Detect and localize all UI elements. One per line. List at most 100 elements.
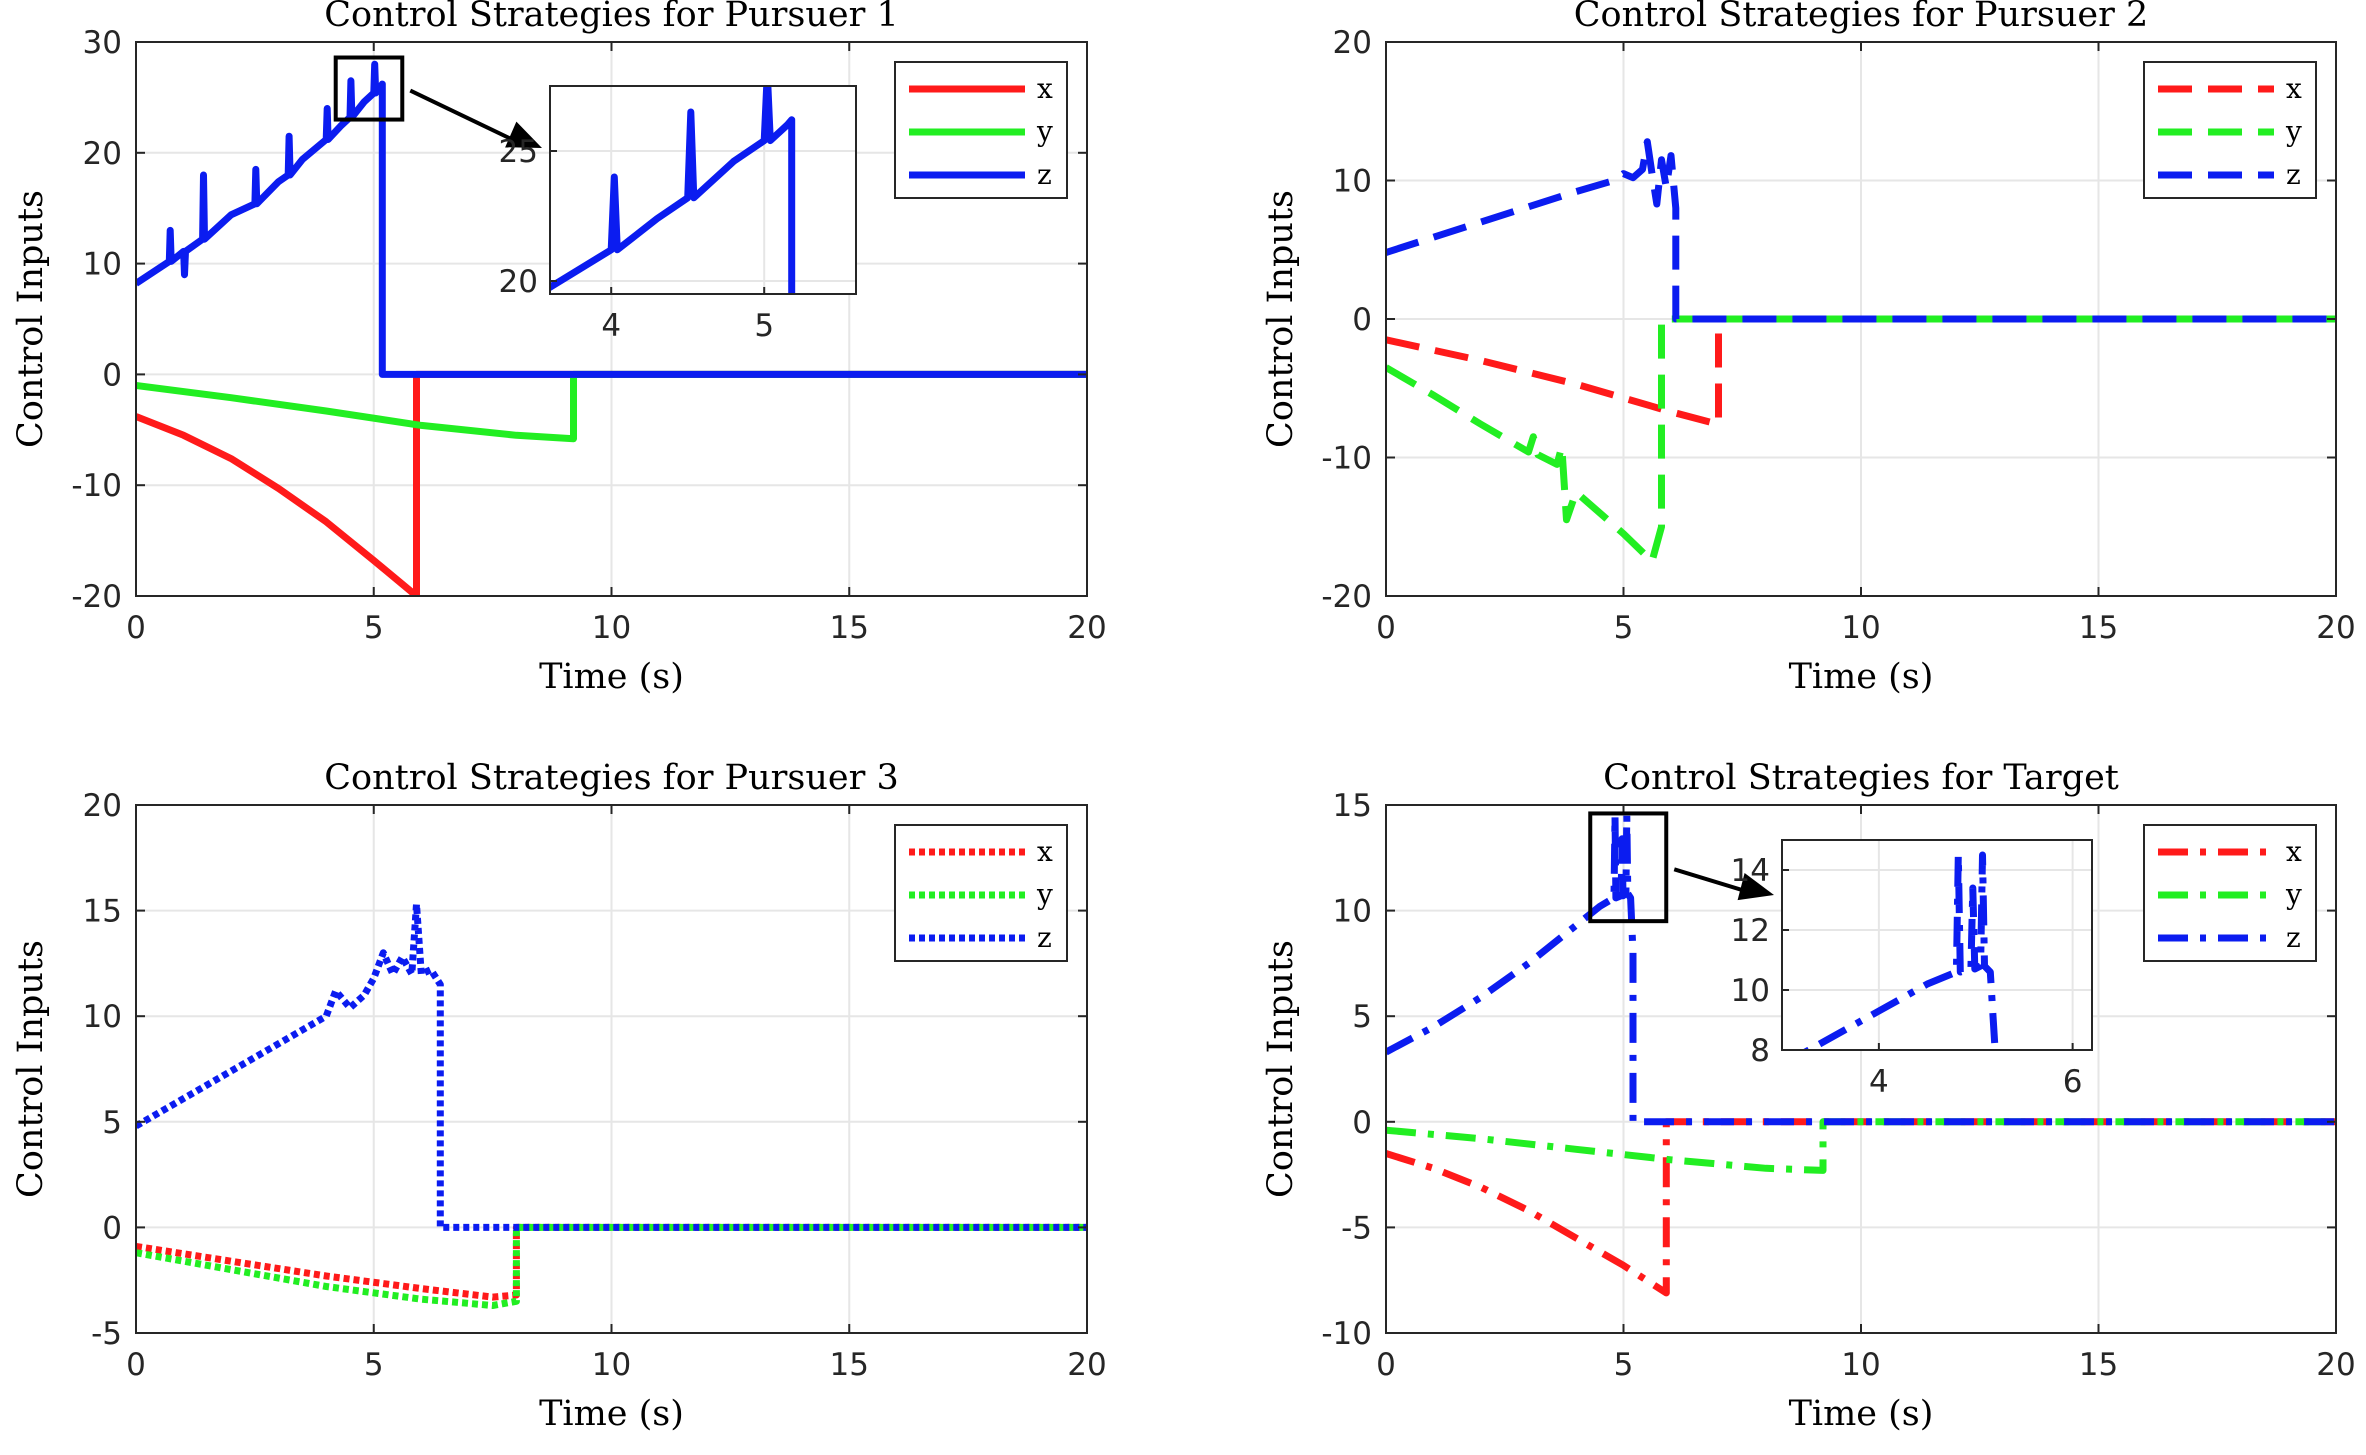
legend-label-z: z <box>2286 921 2301 954</box>
series-line-z <box>1386 812 2336 1126</box>
plot-target: 0 5 10 15 20 -10 -5 0 5 10 15 Control Strategies fo… <box>1261 758 2356 1434</box>
y-axis-label: Control Inputs <box>11 190 51 448</box>
legend-label-y: y <box>2285 115 2302 148</box>
y-tick-label: 15 <box>1333 788 1372 824</box>
y-tick-label: 20 <box>83 788 122 824</box>
zoom-arrow-line <box>409 88 519 145</box>
zoom-source-box <box>333 55 405 122</box>
y-tick-label: 30 <box>83 25 122 61</box>
x-tick-label: 20 <box>1067 610 1106 646</box>
y-tick-label: -10 <box>1321 1316 1372 1352</box>
y-axis-label: Control Inputs <box>1261 190 1301 448</box>
x-tick-label: 10 <box>1841 610 1880 646</box>
x-tick-label: 15 <box>830 1347 869 1383</box>
series-line-y <box>1386 315 2336 565</box>
y-tick-label: 10 <box>1333 164 1372 200</box>
inset-y-tick-label: 10 <box>1731 973 1770 1009</box>
x-tick-label: 0 <box>126 610 146 646</box>
legend: xyz <box>894 824 1068 962</box>
zoom-arrow-head <box>1737 873 1774 901</box>
y-tick-label: -20 <box>71 579 122 615</box>
y-tick-label: 5 <box>102 1105 122 1141</box>
x-tick-label: 15 <box>2079 1347 2118 1383</box>
legend: xyz <box>894 61 1068 199</box>
legend-label-y: y <box>2285 878 2302 911</box>
chart-title: Control Strategies for Pursuer 2 <box>1574 0 2148 35</box>
y-tick-label: 5 <box>1352 999 1372 1035</box>
inset-y-tick-label: 8 <box>1750 1033 1770 1069</box>
x-tick-label: 0 <box>126 1347 146 1383</box>
legend-label-y: y <box>1036 878 1053 911</box>
legend: xyz <box>2143 61 2317 199</box>
y-tick-label: 0 <box>1352 1105 1372 1141</box>
x-tick-label: 10 <box>1841 1347 1880 1383</box>
y-tick-label: -20 <box>1321 579 1372 615</box>
zoom-arrow-head <box>505 121 542 148</box>
y-tick-label: -10 <box>1321 441 1372 477</box>
x-axis-label: Time (s) <box>1789 657 1934 697</box>
x-axis-label: Time (s) <box>539 1394 684 1434</box>
series-line-x <box>136 370 1087 596</box>
inset-series-line-z <box>1801 851 1999 1050</box>
y-tick-label: 15 <box>83 894 122 930</box>
inset-x-tick-label: 6 <box>2063 1064 2083 1100</box>
series-line-z <box>1386 138 2336 323</box>
inset-background <box>1782 840 2092 1050</box>
y-tick-label: 20 <box>83 136 122 172</box>
x-tick-label: 15 <box>2079 610 2118 646</box>
inset-series-group <box>1801 851 1999 1050</box>
legend: xyz <box>2143 824 2317 962</box>
inset-series-line-z <box>550 86 796 294</box>
plot-pursuer-2: 0 5 10 15 20 -20 -10 0 10 20 Control Strategies fo… <box>1261 0 2356 697</box>
y-tick-label: 10 <box>1333 894 1372 930</box>
legend-label-z: z <box>2286 158 2301 191</box>
inset-y-tick-label: 25 <box>499 134 538 170</box>
series-group <box>136 60 1087 596</box>
x-tick-label: 15 <box>830 610 869 646</box>
series-group <box>1386 812 2336 1297</box>
chart-title: Control Strategies for Pursuer 3 <box>324 758 898 798</box>
legend-label-x: x <box>2286 835 2302 868</box>
x-tick-label: 5 <box>364 610 384 646</box>
series-line-x <box>136 1223 1087 1301</box>
series-line-x <box>1386 1118 2336 1297</box>
zoom-source-box <box>1588 811 1669 924</box>
y-tick-label: -5 <box>91 1316 122 1352</box>
series-line-y <box>136 1223 1087 1309</box>
y-tick-label: 10 <box>83 247 122 283</box>
plot-pursuer-1: 0 5 10 15 20 -20 -10 0 10 20 30 Control Strategies … <box>11 0 1107 697</box>
x-axis-label: Time (s) <box>539 657 684 697</box>
inset-y-tick-label: 12 <box>1731 913 1770 949</box>
y-tick-label: -10 <box>71 468 122 504</box>
series-group <box>1386 138 2336 565</box>
x-tick-label: 10 <box>592 610 631 646</box>
chart-title: Control Strategies for Pursuer 1 <box>324 0 898 35</box>
x-tick-label: 0 <box>1376 1347 1396 1383</box>
legend-label-x: x <box>2286 72 2302 105</box>
series-line-y <box>136 370 1087 443</box>
x-axis-label: Time (s) <box>1789 1394 1934 1434</box>
y-tick-label: 10 <box>83 999 122 1035</box>
inset-frame <box>1781 839 2093 1051</box>
inset-y-tick-label: 14 <box>1731 853 1770 889</box>
series-line-z <box>136 900 1087 1231</box>
x-tick-label: 0 <box>1376 610 1396 646</box>
series-line-z <box>136 60 1087 378</box>
x-tick-label: 5 <box>1614 1347 1634 1383</box>
x-tick-label: 20 <box>2316 610 2355 646</box>
legend-label-y: y <box>1036 115 1053 148</box>
series-group <box>136 900 1087 1309</box>
chart-title: Control Strategies for Target <box>1603 758 2119 798</box>
inset-axes: 4 5 20 25 <box>499 85 857 344</box>
inset-axes: 4 6 8 10 12 14 <box>1731 839 2093 1100</box>
y-tick-label: 0 <box>102 357 122 393</box>
inset-y-tick-label: 20 <box>499 264 538 300</box>
legend-label-z: z <box>1037 158 1052 191</box>
y-tick-label: 0 <box>102 1210 122 1246</box>
legend-label-x: x <box>1037 72 1053 105</box>
x-tick-label: 5 <box>364 1347 384 1383</box>
x-tick-label: 5 <box>1614 610 1634 646</box>
x-tick-label: 20 <box>1067 1347 1106 1383</box>
